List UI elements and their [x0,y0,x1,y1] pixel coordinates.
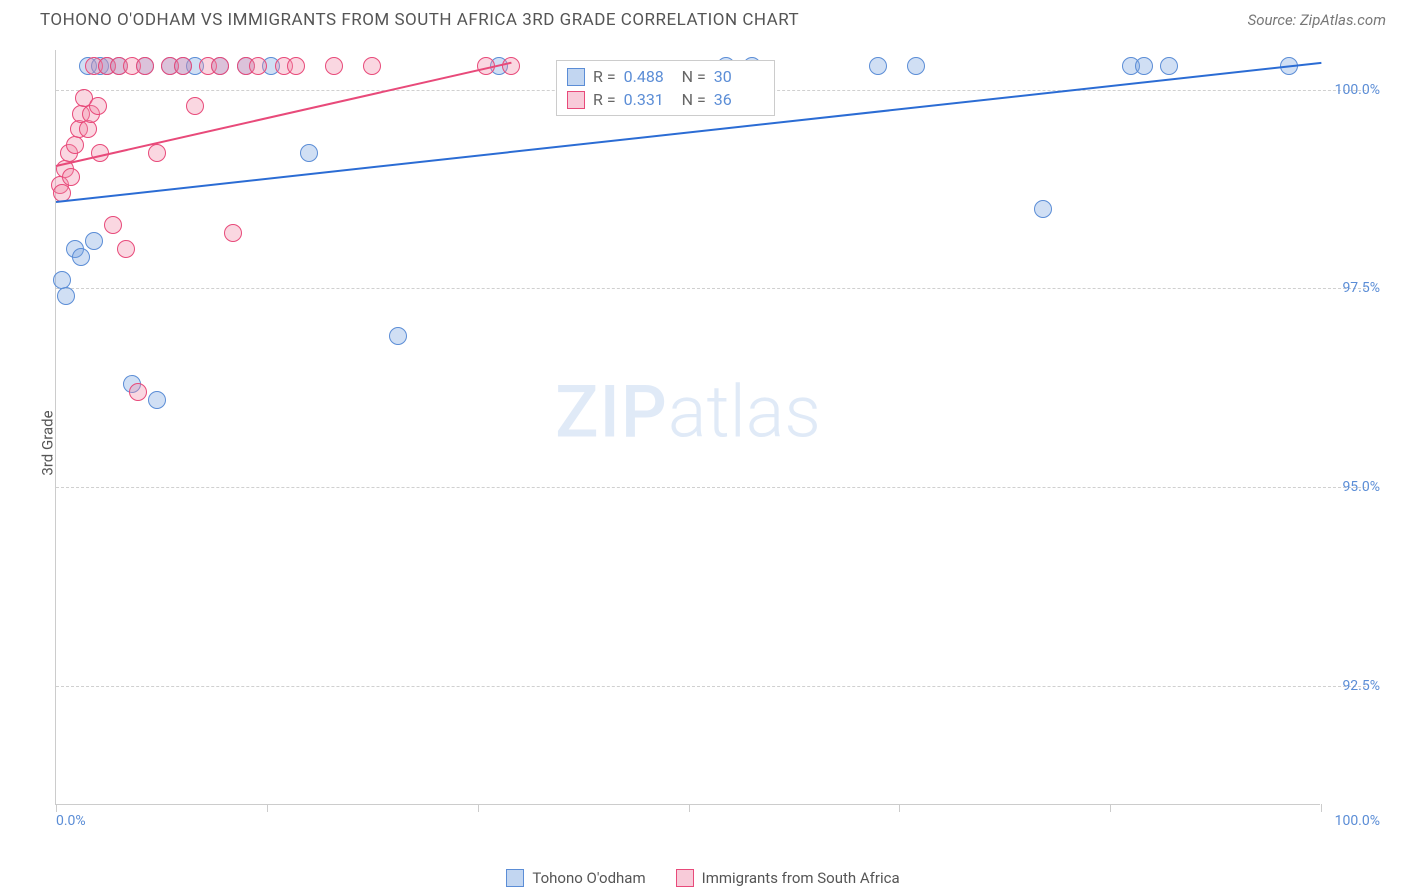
n-value-blue: 30 [714,67,764,86]
x-tick [1321,804,1322,812]
scatter-point [62,168,80,186]
chart-header: TOHONO O'ODHAM VS IMMIGRANTS FROM SOUTH … [0,0,1406,40]
scatter-point [129,383,147,401]
scatter-point [389,327,407,345]
scatter-point [89,97,107,115]
scatter-point [224,224,242,242]
x-tick [689,804,690,812]
plot-area: ZIPatlas 0.0% 100.0% 92.5%95.0%97.5%100.… [55,50,1320,805]
gridline [56,686,1366,687]
scatter-point [117,240,135,258]
scatter-point [502,57,520,75]
legend-label-pink: Immigrants from South Africa [702,869,900,887]
y-tick-label: 97.5% [1342,280,1380,296]
x-tick [56,804,57,812]
scatter-point [1034,200,1052,218]
n-value-pink: 36 [714,90,764,109]
n-label: N = [682,67,706,86]
scatter-point [186,97,204,115]
scatter-point [869,57,887,75]
stats-swatch-pink [567,91,585,109]
legend-item-pink: Immigrants from South Africa [676,869,900,887]
scatter-point [148,391,166,409]
scatter-point [1135,57,1153,75]
y-tick-label: 100.0% [1335,82,1380,98]
watermark-atlas: atlas [668,369,821,454]
x-tick [267,804,268,812]
scatter-point [79,120,97,138]
scatter-point [1160,57,1178,75]
scatter-point [66,136,84,154]
x-tick [899,804,900,812]
scatter-point [300,144,318,162]
gridline [56,288,1366,289]
scatter-point [136,57,154,75]
y-tick-label: 92.5% [1342,678,1380,694]
stats-row-blue: R = 0.488 N = 30 [567,65,764,88]
r-value-pink: 0.331 [624,90,674,109]
r-label: R = [593,67,616,86]
scatter-point [287,57,305,75]
x-tick [478,804,479,812]
stats-swatch-blue [567,68,585,86]
y-axis-title: 3rd Grade [39,410,57,475]
source-label: Source: ZipAtlas.com [1248,11,1386,29]
gridline [56,487,1366,488]
scatter-point [148,144,166,162]
legend-label-blue: Tohono O'odham [532,869,645,887]
r-label: R = [593,90,616,109]
x-axis-min-label: 0.0% [56,813,86,829]
legend-swatch-blue [506,869,524,887]
watermark: ZIPatlas [555,369,821,454]
trend-line [56,62,512,167]
chart-container: 3rd Grade ZIPatlas 0.0% 100.0% 92.5%95.0… [55,50,1385,835]
legend-item-blue: Tohono O'odham [506,869,645,887]
scatter-point [907,57,925,75]
scatter-point [85,232,103,250]
scatter-point [57,287,75,305]
legend-swatch-pink [676,869,694,887]
correlation-stats-box: R = 0.488 N = 30 R = 0.331 N = 36 [556,60,775,116]
n-label: N = [682,90,706,109]
stats-row-pink: R = 0.331 N = 36 [567,88,764,111]
scatter-point [325,57,343,75]
x-tick [1110,804,1111,812]
y-tick-label: 95.0% [1342,479,1380,495]
x-axis-max-label: 100.0% [1335,813,1380,829]
watermark-zip: ZIP [555,369,668,454]
bottom-legend: Tohono O'odham Immigrants from South Afr… [0,869,1406,887]
scatter-point [174,57,192,75]
r-value-blue: 0.488 [624,67,674,86]
scatter-point [72,248,90,266]
scatter-point [211,57,229,75]
scatter-point [104,216,122,234]
scatter-point [363,57,381,75]
chart-title: TOHONO O'ODHAM VS IMMIGRANTS FROM SOUTH … [40,10,799,30]
scatter-point [249,57,267,75]
